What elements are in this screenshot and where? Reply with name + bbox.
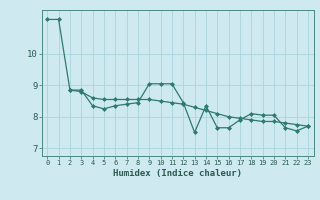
X-axis label: Humidex (Indice chaleur): Humidex (Indice chaleur) — [113, 169, 242, 178]
